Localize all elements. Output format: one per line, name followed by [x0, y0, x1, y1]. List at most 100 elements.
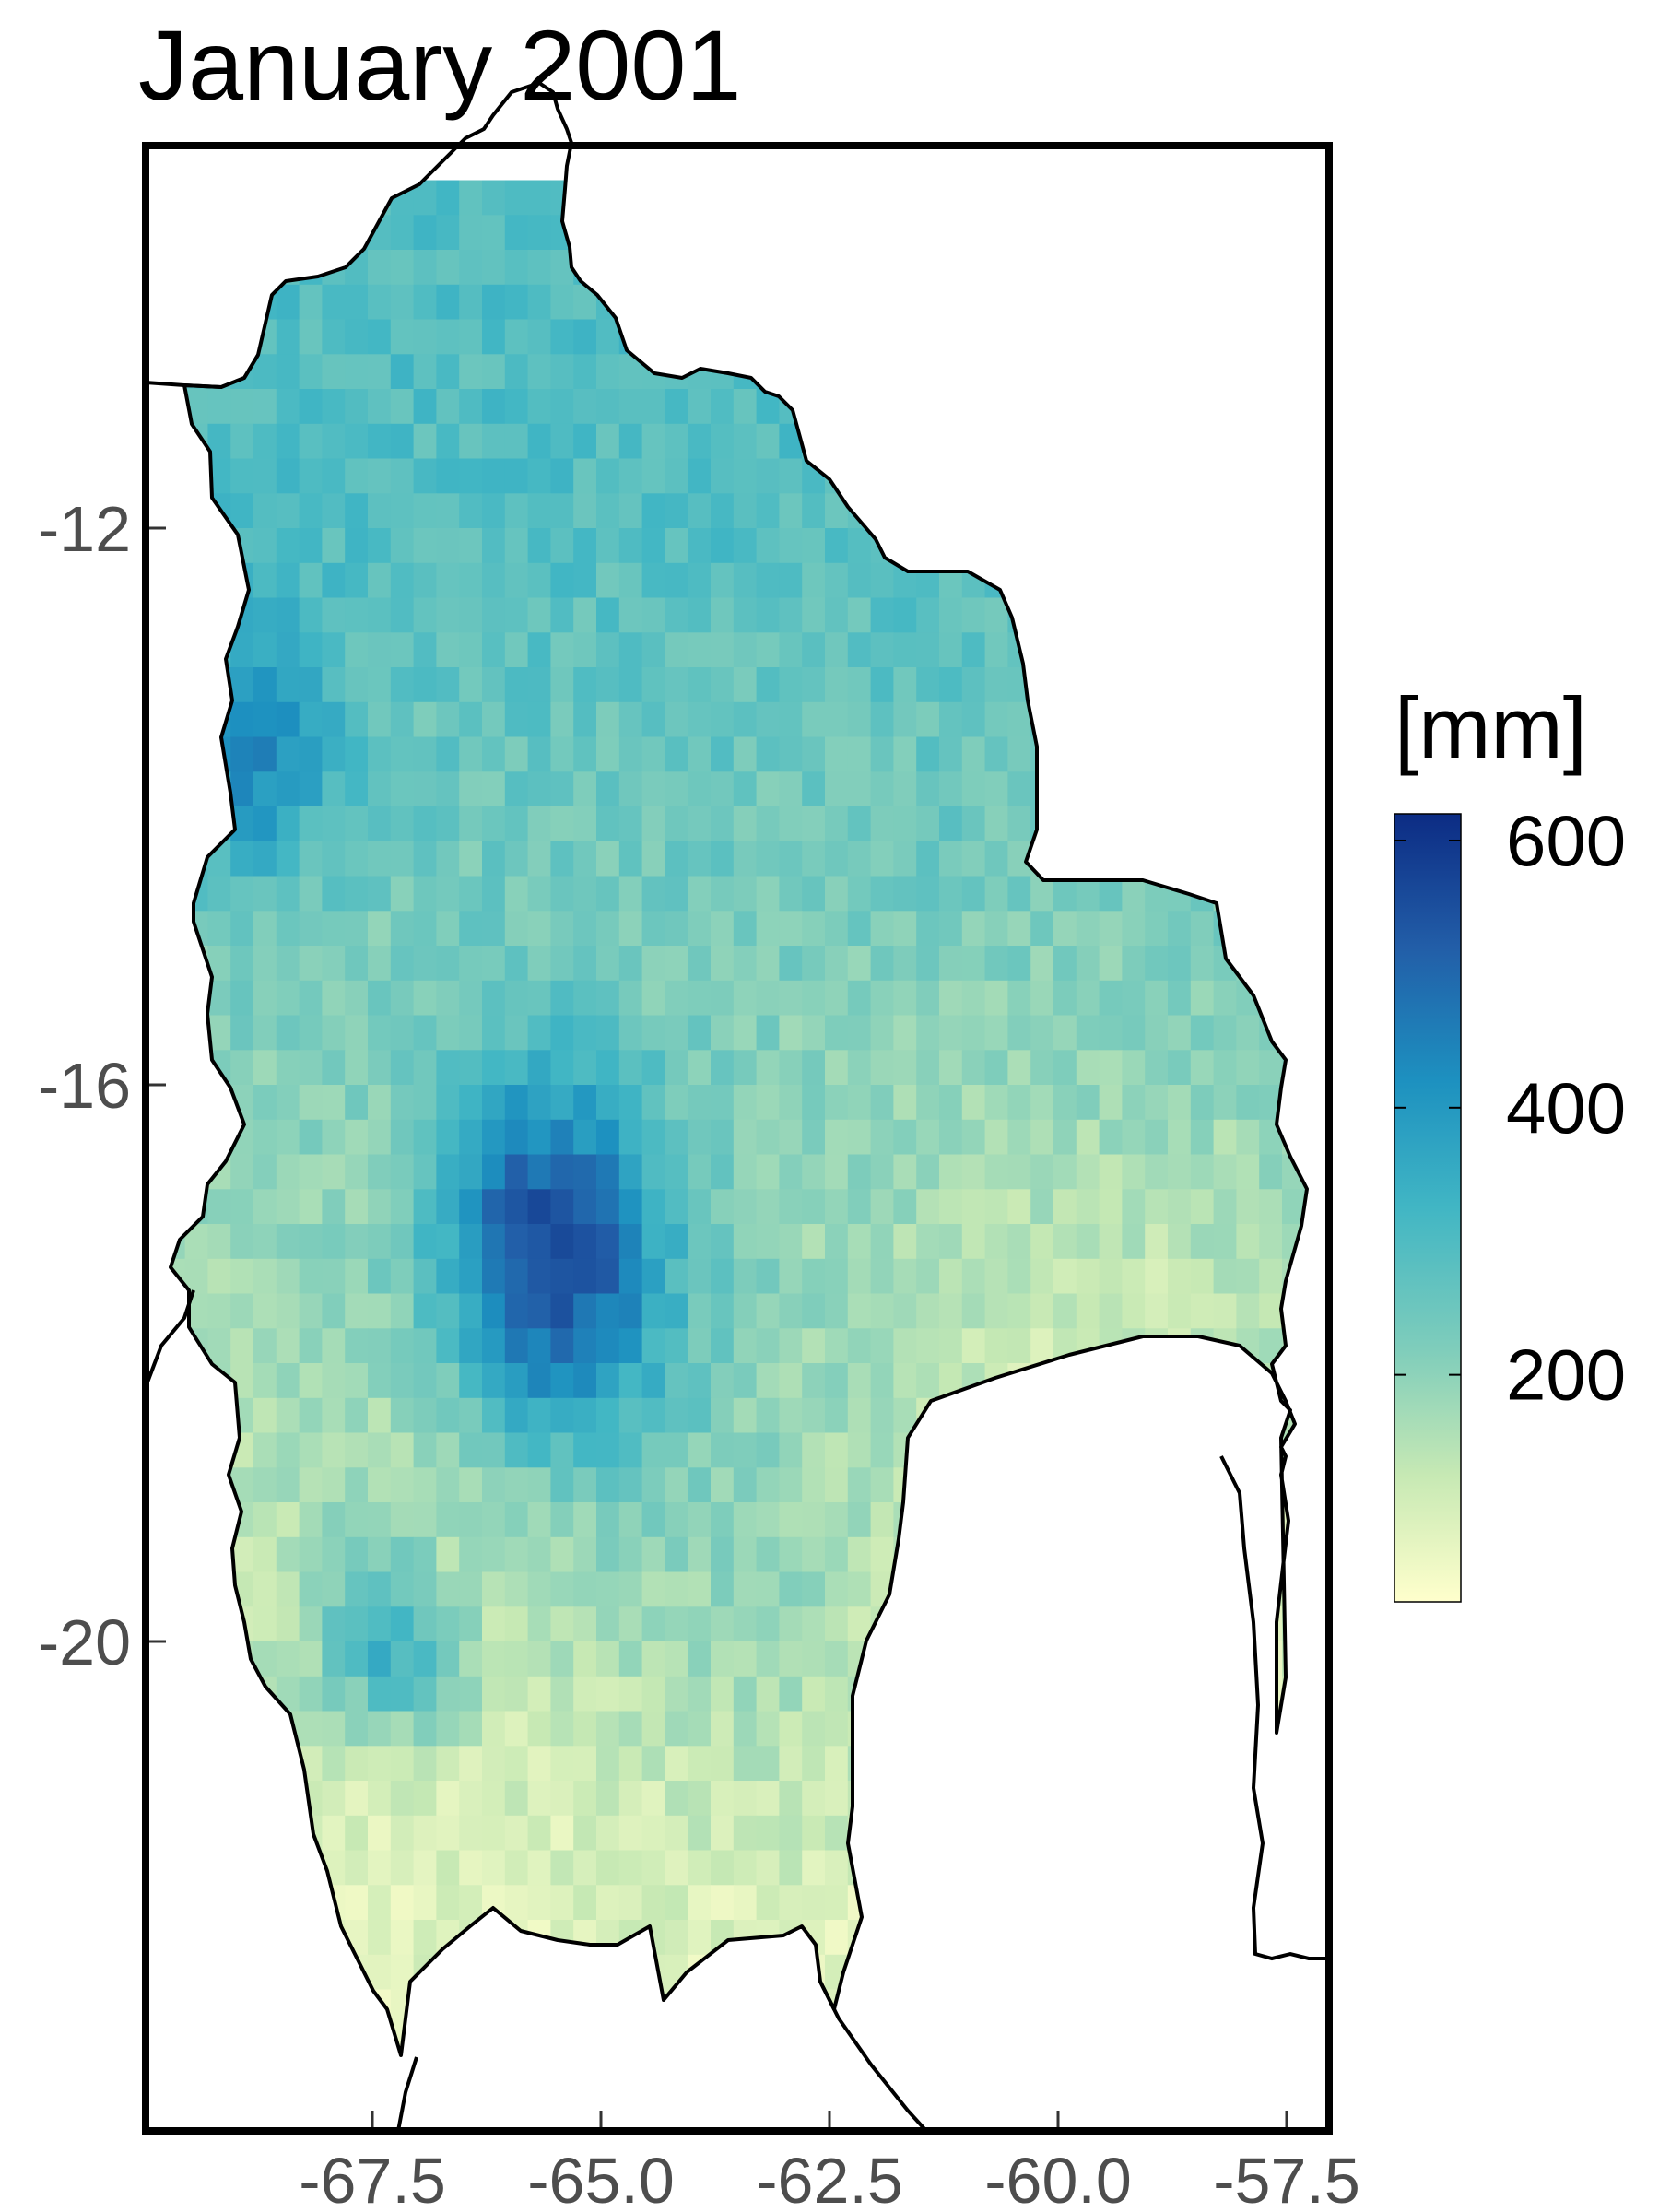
- raster-cell: [345, 1015, 369, 1051]
- raster-cell: [299, 1571, 323, 1607]
- raster-cell: [825, 667, 849, 703]
- raster-cell: [939, 632, 963, 668]
- raster-cell: [825, 1258, 849, 1295]
- raster-cell: [825, 1920, 849, 1956]
- raster-cell: [527, 841, 551, 877]
- raster-cell: [1030, 980, 1054, 1017]
- raster-cell: [368, 1606, 392, 1642]
- raster-cell: [688, 1224, 712, 1260]
- raster-cell: [1168, 946, 1192, 982]
- raster-cell: [802, 980, 826, 1017]
- raster-cell: [504, 1850, 529, 1886]
- raster-cell: [870, 806, 894, 842]
- raster-cell: [368, 1432, 392, 1468]
- raster-cell: [1168, 1224, 1192, 1260]
- raster-cell: [711, 423, 735, 460]
- raster-cell: [618, 1363, 643, 1399]
- raster-cell: [825, 1502, 849, 1538]
- raster-cell: [573, 1850, 597, 1886]
- raster-cell: [916, 632, 940, 668]
- raster-cell: [390, 1571, 415, 1607]
- raster-cell: [1053, 1119, 1077, 1156]
- raster-cell: [641, 1224, 665, 1260]
- raster-cell: [482, 458, 506, 494]
- raster-cell: [802, 806, 826, 842]
- raster-cell: [688, 1015, 712, 1051]
- raster-cell: [984, 1189, 1008, 1225]
- raster-cell: [961, 1189, 986, 1225]
- raster-cell: [779, 1397, 803, 1434]
- raster-cell: [641, 1189, 665, 1225]
- raster-cell: [733, 980, 758, 1017]
- x-tick-label: -67.5: [299, 2145, 446, 2212]
- raster-cell: [390, 1119, 415, 1156]
- raster-cell: [733, 423, 758, 460]
- raster-cell: [368, 1502, 392, 1538]
- raster-cell: [779, 806, 803, 842]
- raster-cell: [573, 1746, 597, 1782]
- raster-cell: [1099, 1050, 1123, 1086]
- raster-cell: [711, 1502, 735, 1538]
- raster-cell: [688, 1154, 712, 1190]
- raster-cell: [390, 597, 415, 633]
- raster-cell: [482, 250, 506, 286]
- raster-cell: [550, 493, 574, 529]
- raster-cell: [1099, 1224, 1123, 1260]
- raster-cell: [1030, 1050, 1054, 1086]
- raster-cell: [870, 771, 894, 807]
- raster-cell: [984, 841, 1008, 877]
- raster-cell: [345, 319, 369, 355]
- raster-cell: [756, 1815, 780, 1852]
- raster-cell: [779, 1085, 803, 1121]
- raster-cell: [961, 597, 986, 633]
- raster-cell: [802, 876, 826, 912]
- raster-cell: [641, 562, 665, 599]
- raster-cell: [596, 1502, 620, 1538]
- raster-cell: [802, 1328, 826, 1364]
- raster-cell: [779, 1258, 803, 1295]
- raster-cell: [665, 1328, 688, 1364]
- raster-cell: [756, 528, 780, 564]
- x-tick-label: -62.5: [756, 2145, 903, 2212]
- raster-cell: [847, 1328, 872, 1364]
- raster-cell: [618, 597, 643, 633]
- raster-cell: [573, 1397, 597, 1434]
- raster-cell: [802, 1781, 826, 1817]
- raster-cell: [618, 806, 643, 842]
- raster-cell: [299, 1085, 323, 1121]
- raster-cell: [618, 632, 643, 668]
- raster-cell: [504, 1502, 529, 1538]
- raster-cell: [527, 1606, 551, 1642]
- raster-cell: [276, 597, 300, 633]
- raster-cell: [1007, 980, 1031, 1017]
- raster-cell: [413, 1328, 437, 1364]
- raster-cell: [390, 667, 415, 703]
- raster-cell: [413, 1293, 437, 1329]
- raster-cell: [618, 1119, 643, 1156]
- raster-cell: [368, 562, 392, 599]
- raster-cell: [504, 1467, 529, 1503]
- raster-cell: [436, 1432, 460, 1468]
- raster-cell: [665, 1781, 688, 1817]
- raster-cell: [527, 1432, 551, 1468]
- raster-cell: [665, 1676, 688, 1712]
- raster-cell: [1053, 1293, 1077, 1329]
- raster-cell: [688, 806, 712, 842]
- raster-cell: [299, 701, 323, 738]
- raster-cell: [550, 1711, 574, 1747]
- raster-cell: [276, 1432, 300, 1468]
- raster-cell: [688, 1258, 712, 1295]
- raster-cell: [345, 1363, 369, 1399]
- raster-cell: [390, 354, 415, 390]
- raster-cell: [413, 458, 437, 494]
- raster-cell: [825, 701, 849, 738]
- raster-cell: [961, 980, 986, 1017]
- raster-cell: [436, 1397, 460, 1434]
- raster-cell: [368, 250, 392, 286]
- raster-cell: [527, 597, 551, 633]
- raster-cell: [504, 911, 529, 947]
- raster-cell: [825, 1189, 849, 1225]
- raster-cell: [390, 458, 415, 494]
- raster-cell: [253, 841, 277, 877]
- raster-cell: [482, 667, 506, 703]
